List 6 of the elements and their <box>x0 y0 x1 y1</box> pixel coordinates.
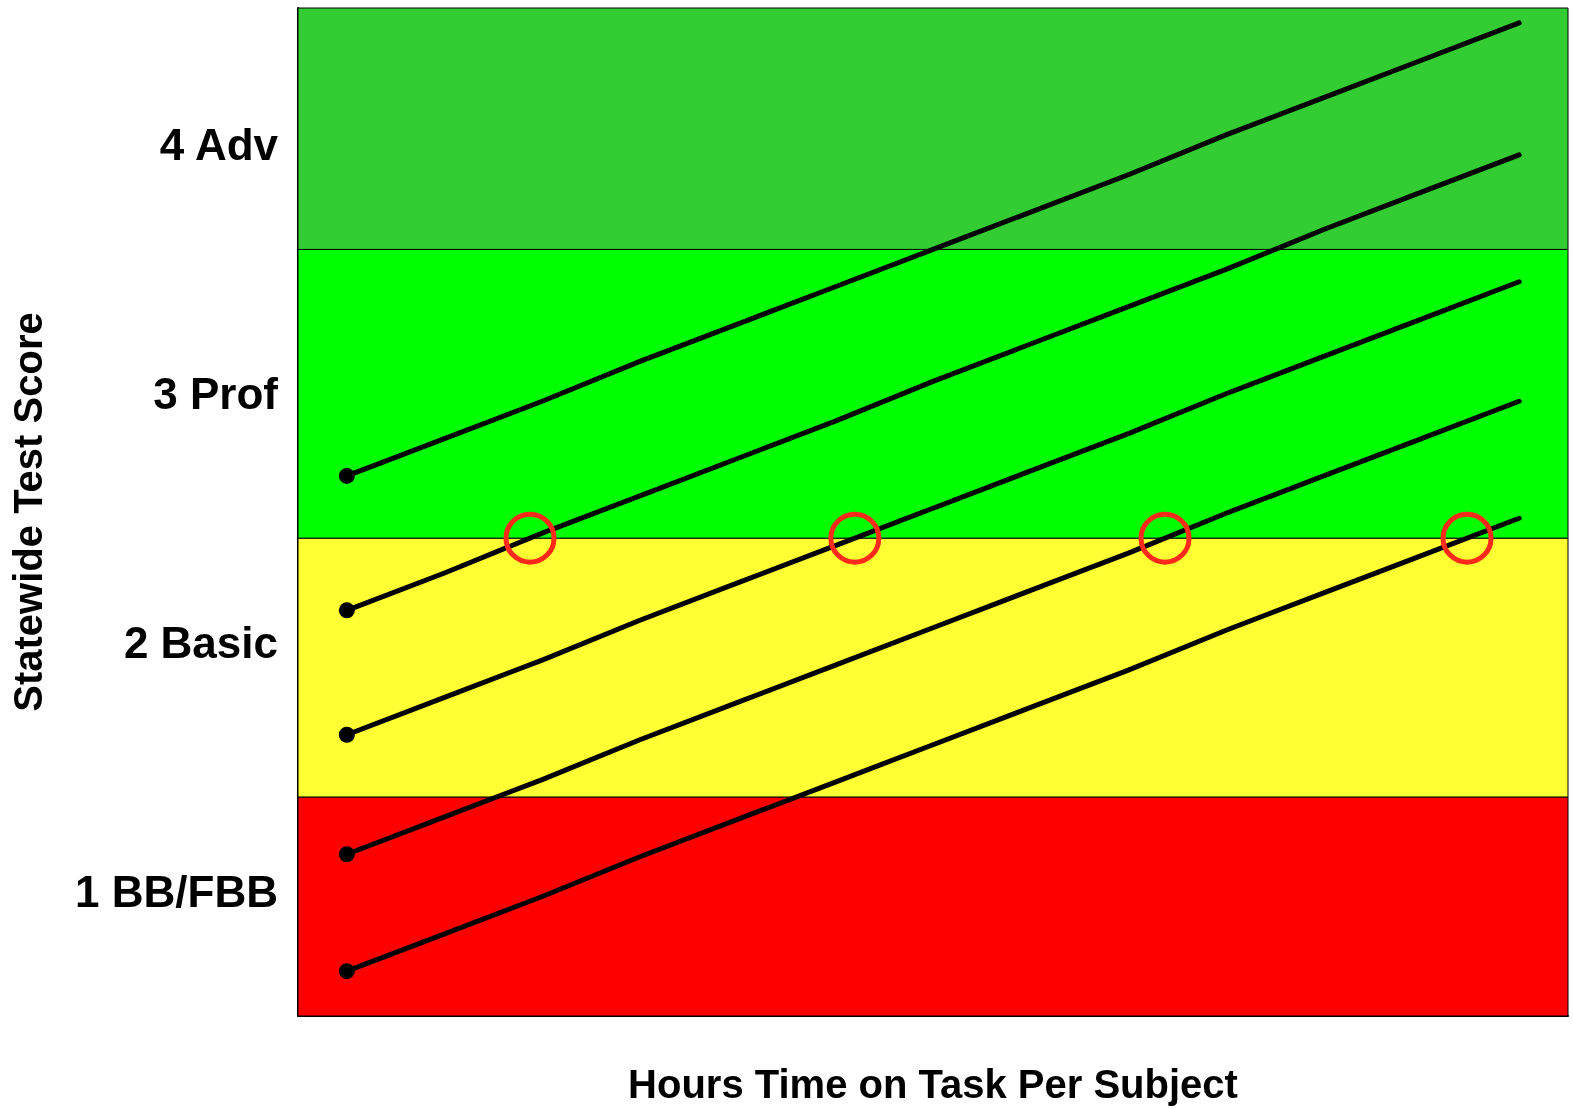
y-tick-label: 4 Adv <box>159 120 279 170</box>
x-axis-title: Hours Time on Task Per Subject <box>628 1062 1238 1106</box>
y-tick-label: 1 BB/FBB <box>75 867 278 917</box>
y-tick-label: 2 Basic <box>123 618 278 668</box>
y-tick-label: 3 Prof <box>153 369 279 419</box>
y-axis-title: Statewide Test Score <box>6 312 50 712</box>
